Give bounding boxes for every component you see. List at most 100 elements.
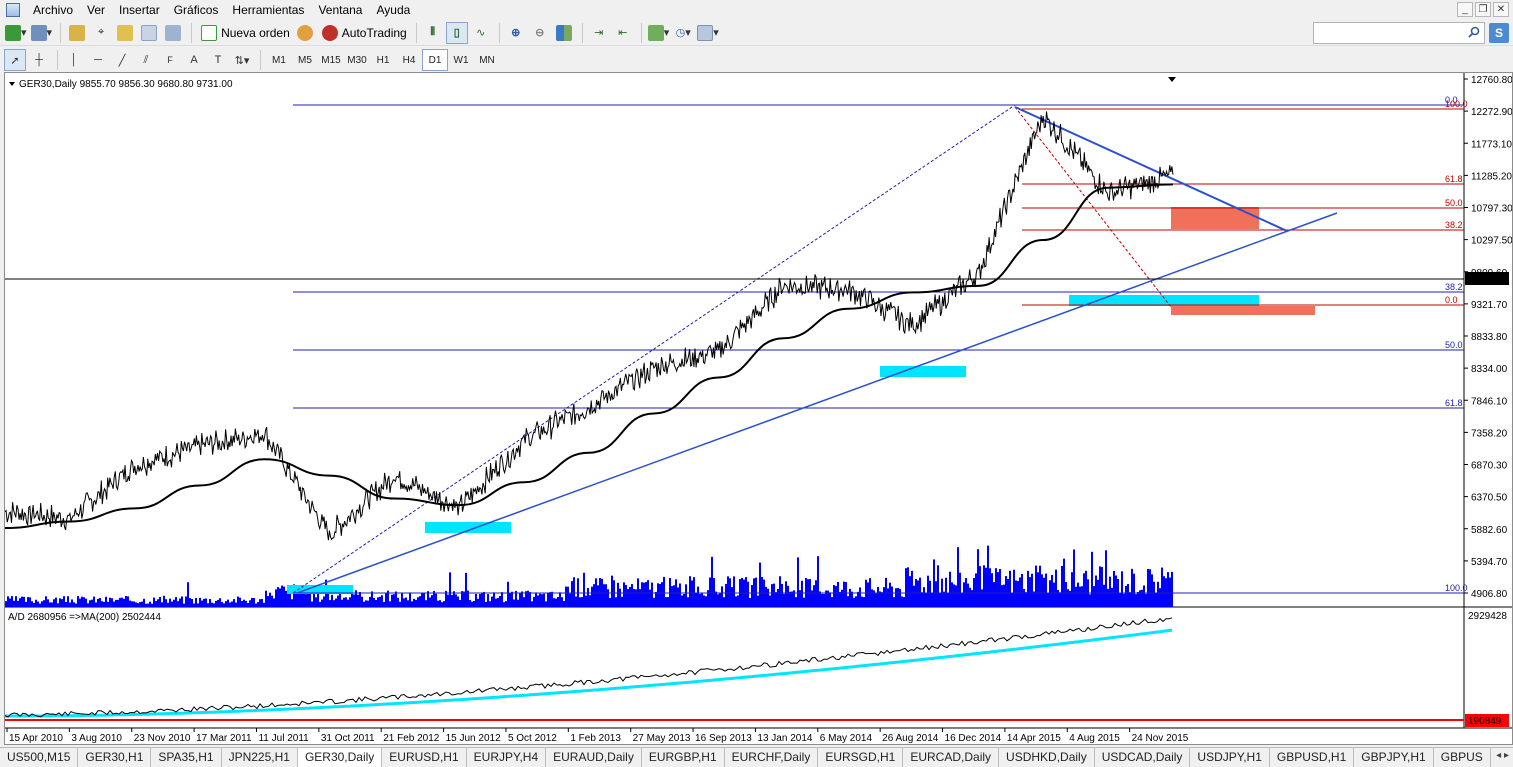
chart-tab[interactable]: GBPUSD,H1 <box>1270 748 1355 767</box>
chart-tab[interactable]: EURUSD,H1 <box>382 748 467 767</box>
restore-icon[interactable]: ❐ <box>1475 2 1491 17</box>
timeframe-h4[interactable]: H4 <box>402 54 416 66</box>
volume-bar <box>11 596 13 607</box>
timeframe-m5[interactable]: M5 <box>298 54 312 66</box>
menu-herramientas[interactable]: Herramientas <box>232 3 305 17</box>
volume-bar <box>559 592 561 607</box>
terminal-button[interactable] <box>138 22 160 44</box>
volume-bar <box>779 576 781 607</box>
arrows-button[interactable]: ⇅ ▾ <box>234 54 250 67</box>
chart-tab[interactable]: US500,M15 <box>0 748 79 767</box>
horizontal-line-button[interactable]: ─ <box>87 49 109 71</box>
data-window-button[interactable]: ⌖ <box>90 22 112 44</box>
fibonacci-button[interactable]: F <box>159 49 181 71</box>
volume-bar <box>1025 592 1027 607</box>
line-chart-button[interactable]: ∿ <box>470 22 492 44</box>
minimize-icon[interactable]: _ <box>1457 2 1473 17</box>
chart-canvas[interactable]: 0.038.250.061.8100.0100.061.850.038.20.0… <box>5 73 1512 744</box>
chart-tab[interactable]: GER30,H1 <box>78 748 152 767</box>
timeframe-d1[interactable]: D1 <box>422 49 448 71</box>
support-resistance-zones <box>287 207 1315 594</box>
volume-bar <box>259 599 261 607</box>
volume-bar <box>1093 586 1095 607</box>
new-chart-button[interactable]: ▾ <box>4 22 28 44</box>
crosshair-button[interactable]: ┼ <box>28 49 50 71</box>
menu-ventana[interactable]: Ventana <box>318 3 363 17</box>
tester-button[interactable] <box>162 22 184 44</box>
autoscroll-button[interactable]: ⇥ <box>588 22 610 44</box>
search-input[interactable] <box>1313 22 1485 44</box>
timeframe-w1[interactable]: W1 <box>453 54 469 66</box>
volume-bar <box>337 595 339 607</box>
menu-graficos[interactable]: Gráficos <box>173 3 219 17</box>
chart-tab[interactable]: USDCAD,Daily <box>1095 748 1191 767</box>
text-label-button[interactable]: T <box>207 49 229 71</box>
templates-button[interactable]: ▾ <box>696 22 720 44</box>
volume-bar <box>427 591 429 607</box>
volume-bar <box>247 602 249 607</box>
chart-tab[interactable]: EURAUD,Daily <box>546 748 642 767</box>
zoom-out-button[interactable]: ⊖ <box>529 22 551 44</box>
chart-window[interactable]: 0.0 38.2 50.0 61.8 100.0 100.0 61.8 50.0 38.2 0.0… <box>4 72 1513 745</box>
market-watch-button[interactable] <box>66 22 88 44</box>
timeframe-h1[interactable]: H1 <box>376 54 390 66</box>
timeframe-m30[interactable]: M30 <box>347 54 367 66</box>
volume-bar <box>371 591 373 607</box>
volume-bar <box>711 556 713 607</box>
menu-ayuda[interactable]: Ayuda <box>376 3 411 17</box>
tab-scroll-arrows-icon[interactable]: ◂ ▸ <box>1496 750 1509 761</box>
volume-bar <box>173 599 175 607</box>
volume-bar <box>943 591 945 607</box>
chart-tab[interactable]: GER30,Daily <box>297 748 383 767</box>
menu-ver[interactable]: Ver <box>87 3 106 17</box>
channel-button[interactable]: ⫽ <box>135 49 157 71</box>
chart-tab[interactable]: EURCHF,Daily <box>725 748 819 767</box>
chart-shift-marker-icon[interactable] <box>1168 77 1176 82</box>
chart-tab[interactable]: EURGBP,H1 <box>642 748 725 767</box>
fibonacci-icon: F <box>167 55 173 65</box>
metaeditor-button[interactable] <box>294 22 316 44</box>
volume-bar <box>643 582 645 607</box>
profiles-button[interactable]: ▾ <box>30 22 54 44</box>
zoom-in-button[interactable]: ⊕ <box>505 22 527 44</box>
tile-windows-button[interactable] <box>553 22 575 44</box>
fib-diagonal-red <box>1014 106 1172 308</box>
trendline-button[interactable]: ╱ <box>111 49 133 71</box>
cursor-button[interactable]: ➚ <box>4 49 26 71</box>
navigator-button[interactable] <box>114 22 136 44</box>
candlestick-button[interactable]: ▯ <box>445 21 468 44</box>
chart-tab[interactable]: USDHKD,Daily <box>999 748 1095 767</box>
periods-button[interactable]: ◷ ▾ <box>675 27 691 39</box>
autotrading-button[interactable]: AutoTrading <box>318 22 411 44</box>
chart-tab[interactable]: GBPUS <box>1434 748 1491 767</box>
chart-tab[interactable]: EURSGD,H1 <box>818 748 904 767</box>
chart-tab[interactable]: EURJPY,H4 <box>467 748 547 767</box>
help-button[interactable]: S <box>1489 23 1509 43</box>
bar-chart-button[interactable]: ⫴ <box>422 22 444 44</box>
vertical-line-button[interactable]: │ <box>63 49 85 71</box>
new-order-button[interactable]: Nueva orden <box>197 22 294 44</box>
menu-archivo[interactable]: Archivo <box>33 3 74 17</box>
volume-bar <box>827 590 829 607</box>
menu-insertar[interactable]: Insertar <box>119 3 160 17</box>
timeframe-m15[interactable]: M15 <box>321 54 341 66</box>
timeframe-mn[interactable]: MN <box>479 54 495 66</box>
fib-diagonal-blue <box>292 104 1016 594</box>
volume-bar <box>899 588 901 607</box>
timeframe-m1[interactable]: M1 <box>272 54 286 66</box>
volume-bar <box>953 584 955 607</box>
indicators-button[interactable]: ▾ <box>647 22 671 44</box>
fib-label-blue: 38.2 <box>1445 282 1463 292</box>
standard-toolbar: ▾ ▾ ⌖ Nueva orden AutoTrading ⫴ ▯ ∿ ⊕ ⊖ … <box>0 20 1513 46</box>
chart-tab[interactable]: USDJPY,H1 <box>1190 748 1270 767</box>
fib-label-blue: 50.0 <box>1445 340 1463 350</box>
chart-tab[interactable]: SPA35,H1 <box>151 748 222 767</box>
chart-tab[interactable]: EURCAD,Daily <box>903 748 1000 767</box>
chart-tab[interactable]: GBPJPY,H1 <box>1354 748 1434 767</box>
text-icon: A <box>190 54 198 66</box>
chart-shift-button[interactable]: ⇤ <box>612 22 634 44</box>
close-icon[interactable]: ✕ <box>1493 2 1509 17</box>
text-button[interactable]: A <box>183 49 205 71</box>
chart-tab[interactable]: JPN225,H1 <box>222 748 298 767</box>
volume-bar <box>235 602 237 607</box>
